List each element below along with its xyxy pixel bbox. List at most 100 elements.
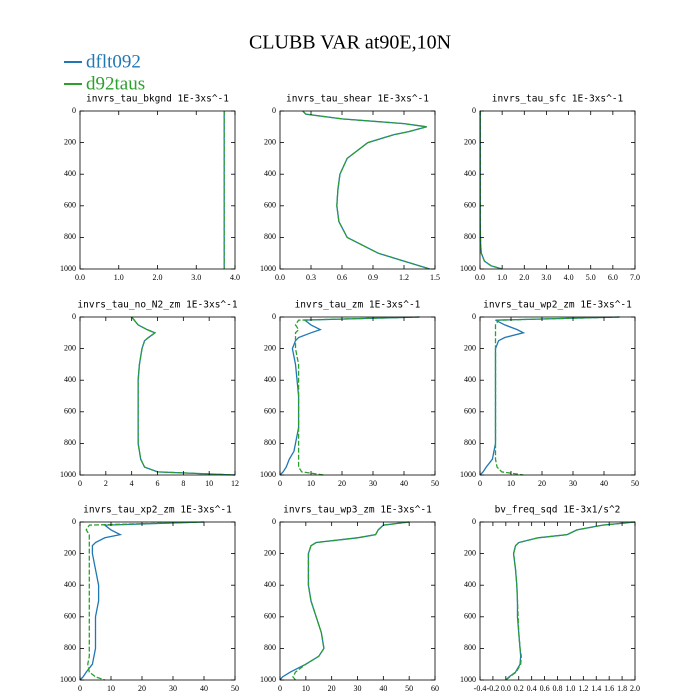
x-tick-label: 10	[205, 479, 213, 488]
panel-title: invrs_tau_shear 1E-3xs^-1	[286, 94, 429, 105]
y-tick-label: 1000	[260, 264, 276, 273]
y-tick-label: 1000	[60, 470, 76, 479]
panel-title: bv_freq_sqd 1E-3x1/s^2	[495, 505, 621, 516]
x-tick-label: 0	[278, 479, 282, 488]
y-tick-label: 200	[264, 137, 276, 146]
y-tick-label: 400	[64, 580, 76, 589]
y-tick-label: 800	[64, 438, 76, 447]
y-tick-label: 200	[464, 137, 476, 146]
x-tick-label: 0.0	[501, 684, 511, 693]
x-tick-label: 30	[354, 684, 362, 693]
x-tick-label: -0.2	[487, 684, 500, 693]
x-tick-label: -0.4	[474, 684, 487, 693]
y-tick-label: 0	[472, 106, 476, 115]
y-tick-label: 600	[464, 407, 476, 416]
y-tick-label: 200	[464, 343, 476, 352]
plot-frame	[479, 521, 636, 681]
x-tick-label: 30	[369, 479, 377, 488]
y-tick-label: 800	[464, 232, 476, 241]
y-tick-label: 400	[264, 169, 276, 178]
y-tick-label: 800	[64, 232, 76, 241]
x-tick-label: 0.9	[368, 273, 378, 282]
profile-line	[494, 316, 620, 476]
y-tick-label: 600	[464, 612, 476, 621]
x-tick-label: 30	[569, 479, 577, 488]
x-tick-label: 4	[130, 479, 134, 488]
profile-line	[505, 521, 636, 681]
x-tick-label: 0	[278, 684, 282, 693]
y-tick-label: 200	[264, 343, 276, 352]
profile-line	[479, 111, 503, 270]
y-tick-label: 800	[264, 232, 276, 241]
x-tick-label: 10	[307, 479, 315, 488]
profile-line	[131, 316, 236, 476]
x-tick-label: 60	[431, 684, 439, 693]
panel-title: invrs_tau_wp3_zm 1E-3xs^-1	[283, 505, 432, 516]
y-tick-label: 600	[64, 612, 76, 621]
y-tick-label: 400	[464, 580, 476, 589]
profile-line	[279, 316, 420, 476]
y-tick-label: 1000	[460, 675, 476, 684]
x-tick-label: 6.0	[608, 273, 618, 282]
x-tick-label: 4.0	[230, 273, 240, 282]
legend-label: d92taus	[86, 73, 145, 94]
x-tick-label: 0.6	[540, 684, 550, 693]
y-tick-label: 400	[264, 580, 276, 589]
x-tick-label: 1.0	[114, 273, 124, 282]
y-tick-label: 600	[264, 201, 276, 210]
y-tick-label: 0	[272, 312, 276, 321]
x-tick-label: 10	[507, 479, 515, 488]
x-tick-label: 20	[328, 684, 336, 693]
x-tick-label: 1.2	[399, 273, 409, 282]
legend-label: dflt092	[86, 51, 141, 72]
y-tick-label: 400	[264, 375, 276, 384]
x-tick-label: 4.0	[564, 273, 574, 282]
profile-line	[79, 521, 205, 681]
plot-frame	[279, 110, 436, 270]
x-tick-label: 3.0	[191, 273, 201, 282]
y-tick-label: 0	[472, 312, 476, 321]
x-tick-label: 3.0	[541, 273, 551, 282]
plot-frame	[79, 316, 236, 476]
x-tick-label: 12	[231, 479, 239, 488]
x-tick-label: 0.4	[527, 684, 537, 693]
x-tick-label: 1.0	[565, 684, 575, 693]
profile-line	[302, 110, 431, 270]
x-tick-label: 50	[431, 479, 439, 488]
y-tick-label: 1000	[60, 675, 76, 684]
y-tick-label: 400	[64, 169, 76, 178]
y-tick-label: 0	[72, 312, 76, 321]
x-tick-label: 40	[600, 479, 608, 488]
y-tick-label: 1000	[460, 264, 476, 273]
panel-title: invrs_tau_bkgnd 1E-3xs^-1	[86, 94, 229, 105]
x-tick-label: 50	[631, 479, 639, 488]
x-tick-label: 20	[138, 684, 146, 693]
y-tick-label: 200	[64, 343, 76, 352]
x-tick-label: 0.3	[306, 273, 316, 282]
x-tick-label: 20	[538, 479, 546, 488]
x-tick-label: 0.8	[553, 684, 563, 693]
x-tick-label: 7.0	[630, 273, 640, 282]
x-tick-label: 0.2	[514, 684, 524, 693]
y-tick-label: 0	[472, 517, 476, 526]
y-tick-label: 1000	[260, 675, 276, 684]
x-tick-label: 8	[181, 479, 185, 488]
plot-frame	[279, 316, 436, 476]
plot-frame	[479, 316, 636, 476]
x-tick-label: 2.0	[630, 684, 640, 693]
y-tick-label: 0	[72, 517, 76, 526]
profile-line	[505, 521, 636, 681]
profile-line	[479, 316, 620, 476]
y-tick-label: 800	[464, 643, 476, 652]
y-tick-label: 600	[64, 201, 76, 210]
x-tick-label: 5.0	[586, 273, 596, 282]
x-tick-label: 1.8	[617, 684, 627, 693]
y-tick-label: 600	[264, 612, 276, 621]
x-tick-label: 1.2	[578, 684, 588, 693]
profile-line	[85, 521, 205, 681]
x-tick-label: 10	[107, 684, 115, 693]
x-tick-label: 2.0	[519, 273, 529, 282]
profile-line	[294, 316, 420, 476]
y-tick-label: 800	[264, 643, 276, 652]
